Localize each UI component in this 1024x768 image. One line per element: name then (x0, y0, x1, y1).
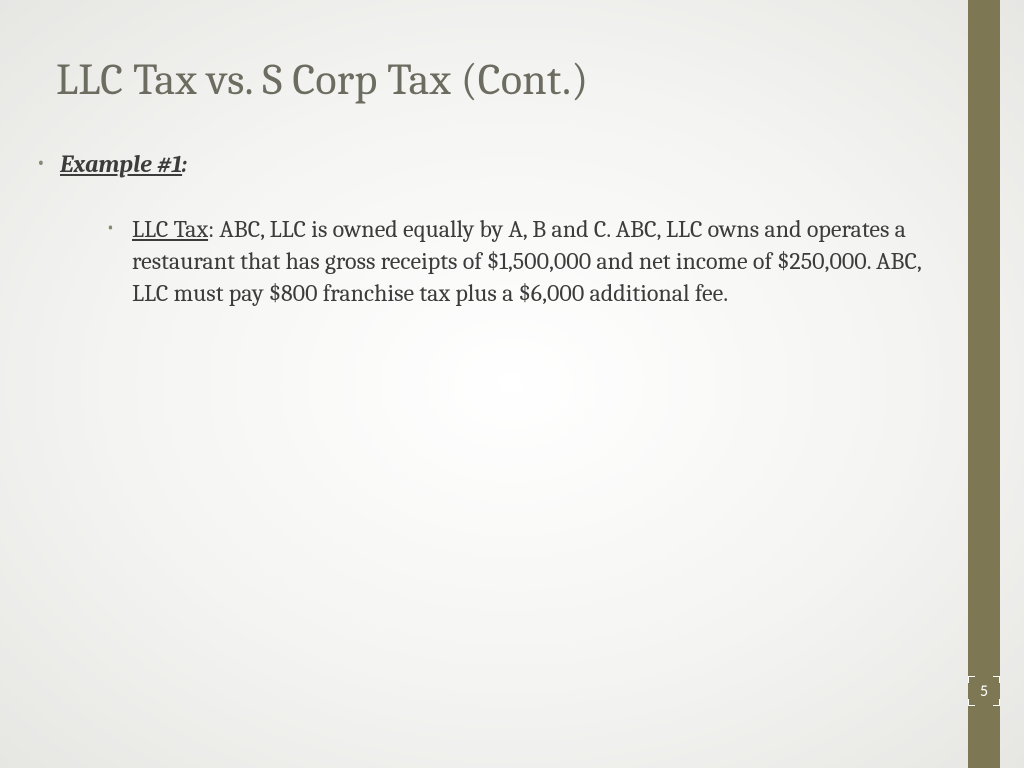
page-number: 5 (980, 682, 988, 701)
slide: LLC Tax vs. S Corp Tax (Cont.) Example #… (0, 0, 1024, 768)
slide-body: Example #1: LLC Tax: ABC, LLC is owned e… (34, 148, 934, 310)
side-accent-stripe (968, 0, 1000, 768)
badge-corner-icon (968, 699, 975, 706)
llc-tax-text: : ABC, LLC is owned equally by A, B and … (132, 215, 921, 307)
badge-corner-icon (993, 676, 1000, 683)
badge-corner-icon (993, 699, 1000, 706)
example-label: Example #1 (60, 150, 182, 178)
page-number-badge: 5 (968, 676, 1000, 706)
bullet-llc-tax: LLC Tax: ABC, LLC is owned equally by A,… (104, 214, 934, 310)
badge-corner-icon (968, 676, 975, 683)
bullet-example-1: Example #1: LLC Tax: ABC, LLC is owned e… (34, 148, 934, 310)
slide-title: LLC Tax vs. S Corp Tax (Cont.) (56, 54, 588, 105)
llc-tax-prefix: LLC Tax (132, 215, 208, 243)
example-colon: : (182, 150, 187, 178)
